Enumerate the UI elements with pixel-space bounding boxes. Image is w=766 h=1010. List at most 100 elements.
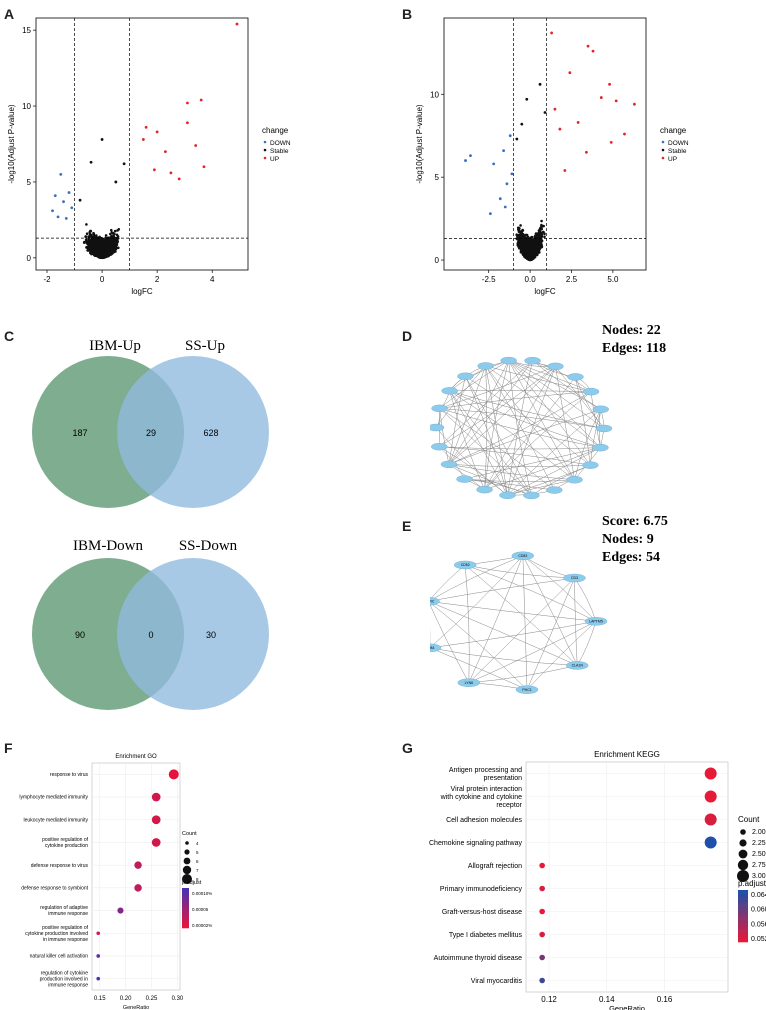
panel-label-a: A — [4, 6, 15, 22]
volcano-dot — [115, 233, 119, 237]
volcano-dot — [113, 232, 116, 236]
legend-entry: Stable — [270, 148, 289, 155]
volcano-dot — [97, 248, 100, 252]
volcano-dot — [91, 244, 94, 248]
volcano-dot-up — [164, 150, 167, 153]
volcano-dot — [543, 232, 546, 235]
volcano-dot-down — [51, 209, 54, 213]
volcano-dot-stable — [89, 160, 93, 164]
panel-label-d: D — [402, 328, 413, 344]
volcano-dot — [114, 238, 117, 242]
legend-swatch — [263, 156, 267, 160]
volcano-dot-up — [235, 22, 239, 26]
volcano-dot-down — [56, 215, 60, 219]
volcano-dot — [101, 253, 105, 257]
volcano-dot-stable — [100, 138, 104, 141]
volcano-dot — [99, 236, 102, 240]
volcano-dot — [98, 246, 101, 249]
volcano-dot — [542, 224, 545, 228]
volcano-dot — [93, 234, 97, 238]
volcano-dot — [90, 252, 93, 256]
volcano-dot — [104, 234, 108, 237]
volcano-dot — [113, 229, 117, 233]
x-axis-label: logFC — [131, 287, 153, 296]
volcano-dot — [85, 246, 88, 249]
volcano-dot — [109, 242, 112, 246]
volcano-dot — [107, 251, 111, 255]
panel-label-g: G — [402, 740, 413, 756]
volcano-dot-stable — [114, 180, 118, 184]
volcano-dot — [541, 231, 544, 234]
volcano-dot — [116, 240, 119, 243]
volcano-dot — [94, 243, 97, 247]
volcano-dot — [95, 253, 98, 256]
volcano-dot — [113, 246, 117, 249]
volcano-dot — [91, 250, 95, 253]
y-axis-label: -log10(Adjust P-value) — [7, 104, 16, 183]
volcano-dot-up — [144, 125, 148, 129]
volcano-dot — [110, 252, 114, 255]
volcano-dot — [93, 248, 96, 251]
volcano-dot — [103, 241, 107, 244]
volcano-dot — [99, 249, 102, 252]
volcano-dot — [89, 242, 92, 246]
x-tick-label: 0 — [100, 275, 105, 284]
volcano-dot — [543, 235, 546, 238]
volcano-dot — [101, 238, 104, 242]
volcano-dot-up — [152, 168, 156, 172]
volcano-dot — [114, 242, 118, 245]
volcano-dot — [104, 251, 108, 254]
volcano-dot-up — [169, 171, 173, 175]
volcano-dot — [87, 236, 91, 240]
x-tick-label: 2 — [155, 275, 160, 284]
volcano-dot-down — [67, 191, 71, 194]
volcano-dot — [84, 238, 88, 241]
volcano-dot-down — [64, 216, 68, 220]
x-tick-label: 4 — [210, 275, 215, 284]
volcano-dot — [82, 241, 86, 244]
volcano-dot — [103, 255, 107, 259]
volcano-dot — [519, 224, 522, 227]
legend-title: change — [262, 126, 289, 135]
panel-label-f: F — [4, 740, 13, 756]
volcano-dot-up — [202, 165, 206, 169]
volcano-dot — [89, 247, 92, 250]
x-tick-label: -2 — [43, 275, 51, 284]
volcano-dot-stable — [122, 162, 126, 166]
volcano-dot — [112, 234, 115, 238]
volcano-dot — [94, 238, 98, 241]
volcano-dot — [88, 244, 92, 248]
volcano-dot — [117, 228, 121, 231]
volcano-dot — [101, 243, 105, 247]
volcano-dot-up — [186, 101, 189, 105]
volcano-dot-up — [199, 98, 203, 102]
volcano-dot — [108, 245, 111, 248]
volcano-dot — [540, 219, 543, 223]
volcano-dot-up — [186, 121, 189, 125]
legend-swatch — [263, 148, 267, 152]
volcano-dot — [92, 232, 96, 236]
volcano-dot-stable — [78, 198, 82, 202]
volcano-dot — [99, 252, 103, 256]
y-tick-label: 0 — [27, 254, 32, 263]
legend-entry: DOWN — [270, 140, 291, 147]
volcano-dot — [112, 248, 116, 252]
volcano-dot-up — [177, 177, 181, 181]
volcano-dot — [109, 232, 112, 236]
volcano-dot-down — [62, 200, 65, 204]
volcano-dot — [111, 244, 114, 248]
volcano-dot — [106, 244, 109, 247]
panel-label-e: E — [402, 518, 412, 534]
volcano-dot — [96, 243, 100, 247]
y-tick-label: 10 — [22, 102, 31, 111]
volcano-dot — [110, 248, 113, 251]
volcano-dot-up — [141, 138, 145, 141]
volcano-dot — [517, 238, 521, 241]
plot-frame — [35, 17, 249, 271]
volcano-dot-down — [53, 194, 57, 198]
volcano-dot — [85, 223, 88, 226]
volcano-dot — [89, 229, 93, 233]
